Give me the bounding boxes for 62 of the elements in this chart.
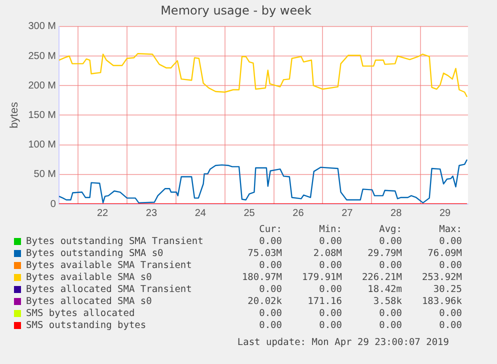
y-axis-title: bytes xyxy=(8,102,21,128)
legend-label: Bytes outstanding SMA Transient xyxy=(26,236,204,248)
legend-label: Bytes outstanding SMA s0 xyxy=(26,248,164,260)
y-tick-label: 50 M xyxy=(34,169,56,180)
x-tick-label: 22 xyxy=(96,208,109,219)
legend-label: Bytes allocated SMA Transient xyxy=(26,284,193,296)
text: 2.08M xyxy=(312,248,342,260)
x-tick-label: 25 xyxy=(244,208,256,219)
text: 0.00 xyxy=(438,308,462,320)
text: 0.00 xyxy=(258,260,282,272)
legend-label: Bytes allocated SMA s0 xyxy=(26,296,153,308)
text: 18.42m xyxy=(366,284,402,296)
text: 0.00 xyxy=(378,236,402,248)
text: Cur: xyxy=(258,224,282,236)
y-tick-label: 300 M xyxy=(28,21,56,32)
x-tick-label: 26 xyxy=(292,208,304,219)
text: 29.79M xyxy=(366,248,402,260)
text: 0.00 xyxy=(378,260,402,272)
legend-label: Bytes available SMA Transient xyxy=(26,260,193,272)
y-tick-label: 250 M xyxy=(28,50,56,62)
text: 180.97M xyxy=(240,272,282,284)
text: 0.00 xyxy=(378,308,402,320)
text: Last update: Mon Apr 29 23:00:07 2019 xyxy=(237,337,449,348)
x-tick-label: 23 xyxy=(146,208,158,219)
text: Min: xyxy=(318,224,342,236)
chart-title: Memory usage - by week xyxy=(160,3,312,18)
x-tick-label: 29 xyxy=(439,208,452,219)
text: 0.00 xyxy=(258,236,282,248)
text: 76.09M xyxy=(426,248,462,260)
text: Max: xyxy=(438,224,462,236)
text: 0.00 xyxy=(258,284,282,296)
text: 0.00 xyxy=(258,308,282,320)
x-tick-label: 27 xyxy=(342,208,354,219)
text: 0.00 xyxy=(318,320,342,332)
text: 0.00 xyxy=(258,320,282,332)
y-tick-label: 100 M xyxy=(28,140,56,151)
text: 226.21M xyxy=(360,272,402,284)
text: 0.00 xyxy=(318,260,342,272)
x-tick-label: 28 xyxy=(390,208,402,219)
x-tick-label: 24 xyxy=(194,208,206,219)
text: 171.16 xyxy=(306,296,342,308)
text: 183.96k xyxy=(420,296,462,308)
text: 0.00 xyxy=(318,308,342,320)
legend-label: SMS bytes allocated xyxy=(26,308,136,320)
text: 0.00 xyxy=(438,236,462,248)
text: 0.00 xyxy=(438,260,462,272)
text: 0.00 xyxy=(318,236,342,248)
text: 253.92M xyxy=(420,272,462,284)
legend-label: Bytes available SMA s0 xyxy=(26,272,153,284)
text: 75.03M xyxy=(246,248,282,260)
text: 0.00 xyxy=(438,320,462,332)
text: 20.02k xyxy=(246,296,282,308)
y-tick-label: 200 M xyxy=(28,80,56,92)
y-tick-label: 0 xyxy=(50,198,56,210)
text: 3.58k xyxy=(372,296,402,308)
text: 0.00 xyxy=(318,284,342,296)
legend-label: SMS outstanding bytes xyxy=(26,320,148,332)
text: Avg: xyxy=(378,224,402,236)
y-tick-label: 150 M xyxy=(28,110,56,121)
text: 179.91M xyxy=(300,272,342,284)
text: 0.00 xyxy=(378,320,402,332)
text: 30.25 xyxy=(432,284,462,296)
